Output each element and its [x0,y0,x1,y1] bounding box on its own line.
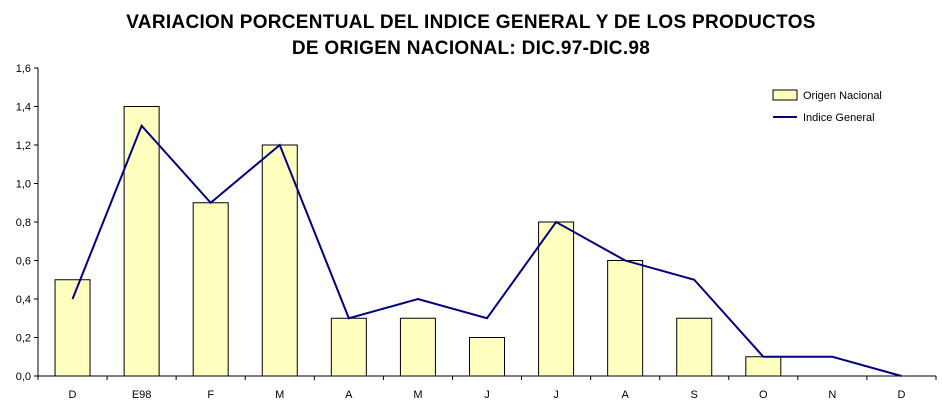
legend-swatch-origen-nacional [772,89,798,101]
x-tick-label: N [828,389,836,401]
x-tick-label: D [69,389,77,401]
x-tick-label: J [484,389,490,401]
axes-group: 0,0 0,2 0,4 0,6 0,8 1,0 1,2 1,4 1,6 D E98 F M A M J J A S O… [16,63,937,401]
x-tick-label: A [345,389,353,401]
legend: Origen Nacional Indice General [772,89,882,124]
x-tick-label: D [897,389,905,401]
y-tick-label: 1,4 [16,102,31,114]
chart-title: VARIACION PORCENTUAL DEL INDICE GENERAL … [126,12,816,33]
bar-origen-nacional-10 [745,356,782,377]
bar-origen-nacional-8 [607,260,644,377]
x-tick-label: O [759,389,768,401]
bars-group [54,106,782,377]
y-tick-label: 0,6 [16,256,31,268]
x-tick-label: M [275,389,284,401]
x-tick-label: M [413,389,422,401]
chart-subtitle: DE ORIGEN NACIONAL: DIC.97-DIC.98 [291,38,651,59]
legend-label-origen-nacional: Origen Nacional [803,90,882,102]
y-tick-label: 1,6 [16,63,31,75]
x-tick-label: A [621,389,629,401]
y-tick-label: 0,0 [16,371,31,383]
y-tick-label: 0,4 [16,294,31,306]
bar-origen-nacional-6 [469,337,505,377]
y-tick-label: 1,0 [16,179,31,191]
y-tick-label: 1,2 [16,140,31,152]
bar-origen-nacional-3 [261,144,298,377]
bar-origen-nacional-4 [330,317,367,377]
x-tick-label: S [691,389,698,401]
bar-origen-nacional-9 [676,317,713,377]
x-tick-label: F [207,389,214,401]
y-tick-label: 0,8 [16,217,31,229]
x-tick-label: E98 [132,389,152,401]
bar-origen-nacional-5 [399,317,436,377]
x-tick-label: J [553,389,559,401]
bar-origen-nacional-1 [123,106,160,377]
bar-origen-nacional-7 [538,221,575,377]
bar-origen-nacional-2 [192,202,229,377]
legend-label-indice-general: Indice General [803,112,875,124]
y-tick-label: 0,2 [16,333,31,345]
bar-origen-nacional-0 [54,279,91,377]
line-group [71,123,902,377]
